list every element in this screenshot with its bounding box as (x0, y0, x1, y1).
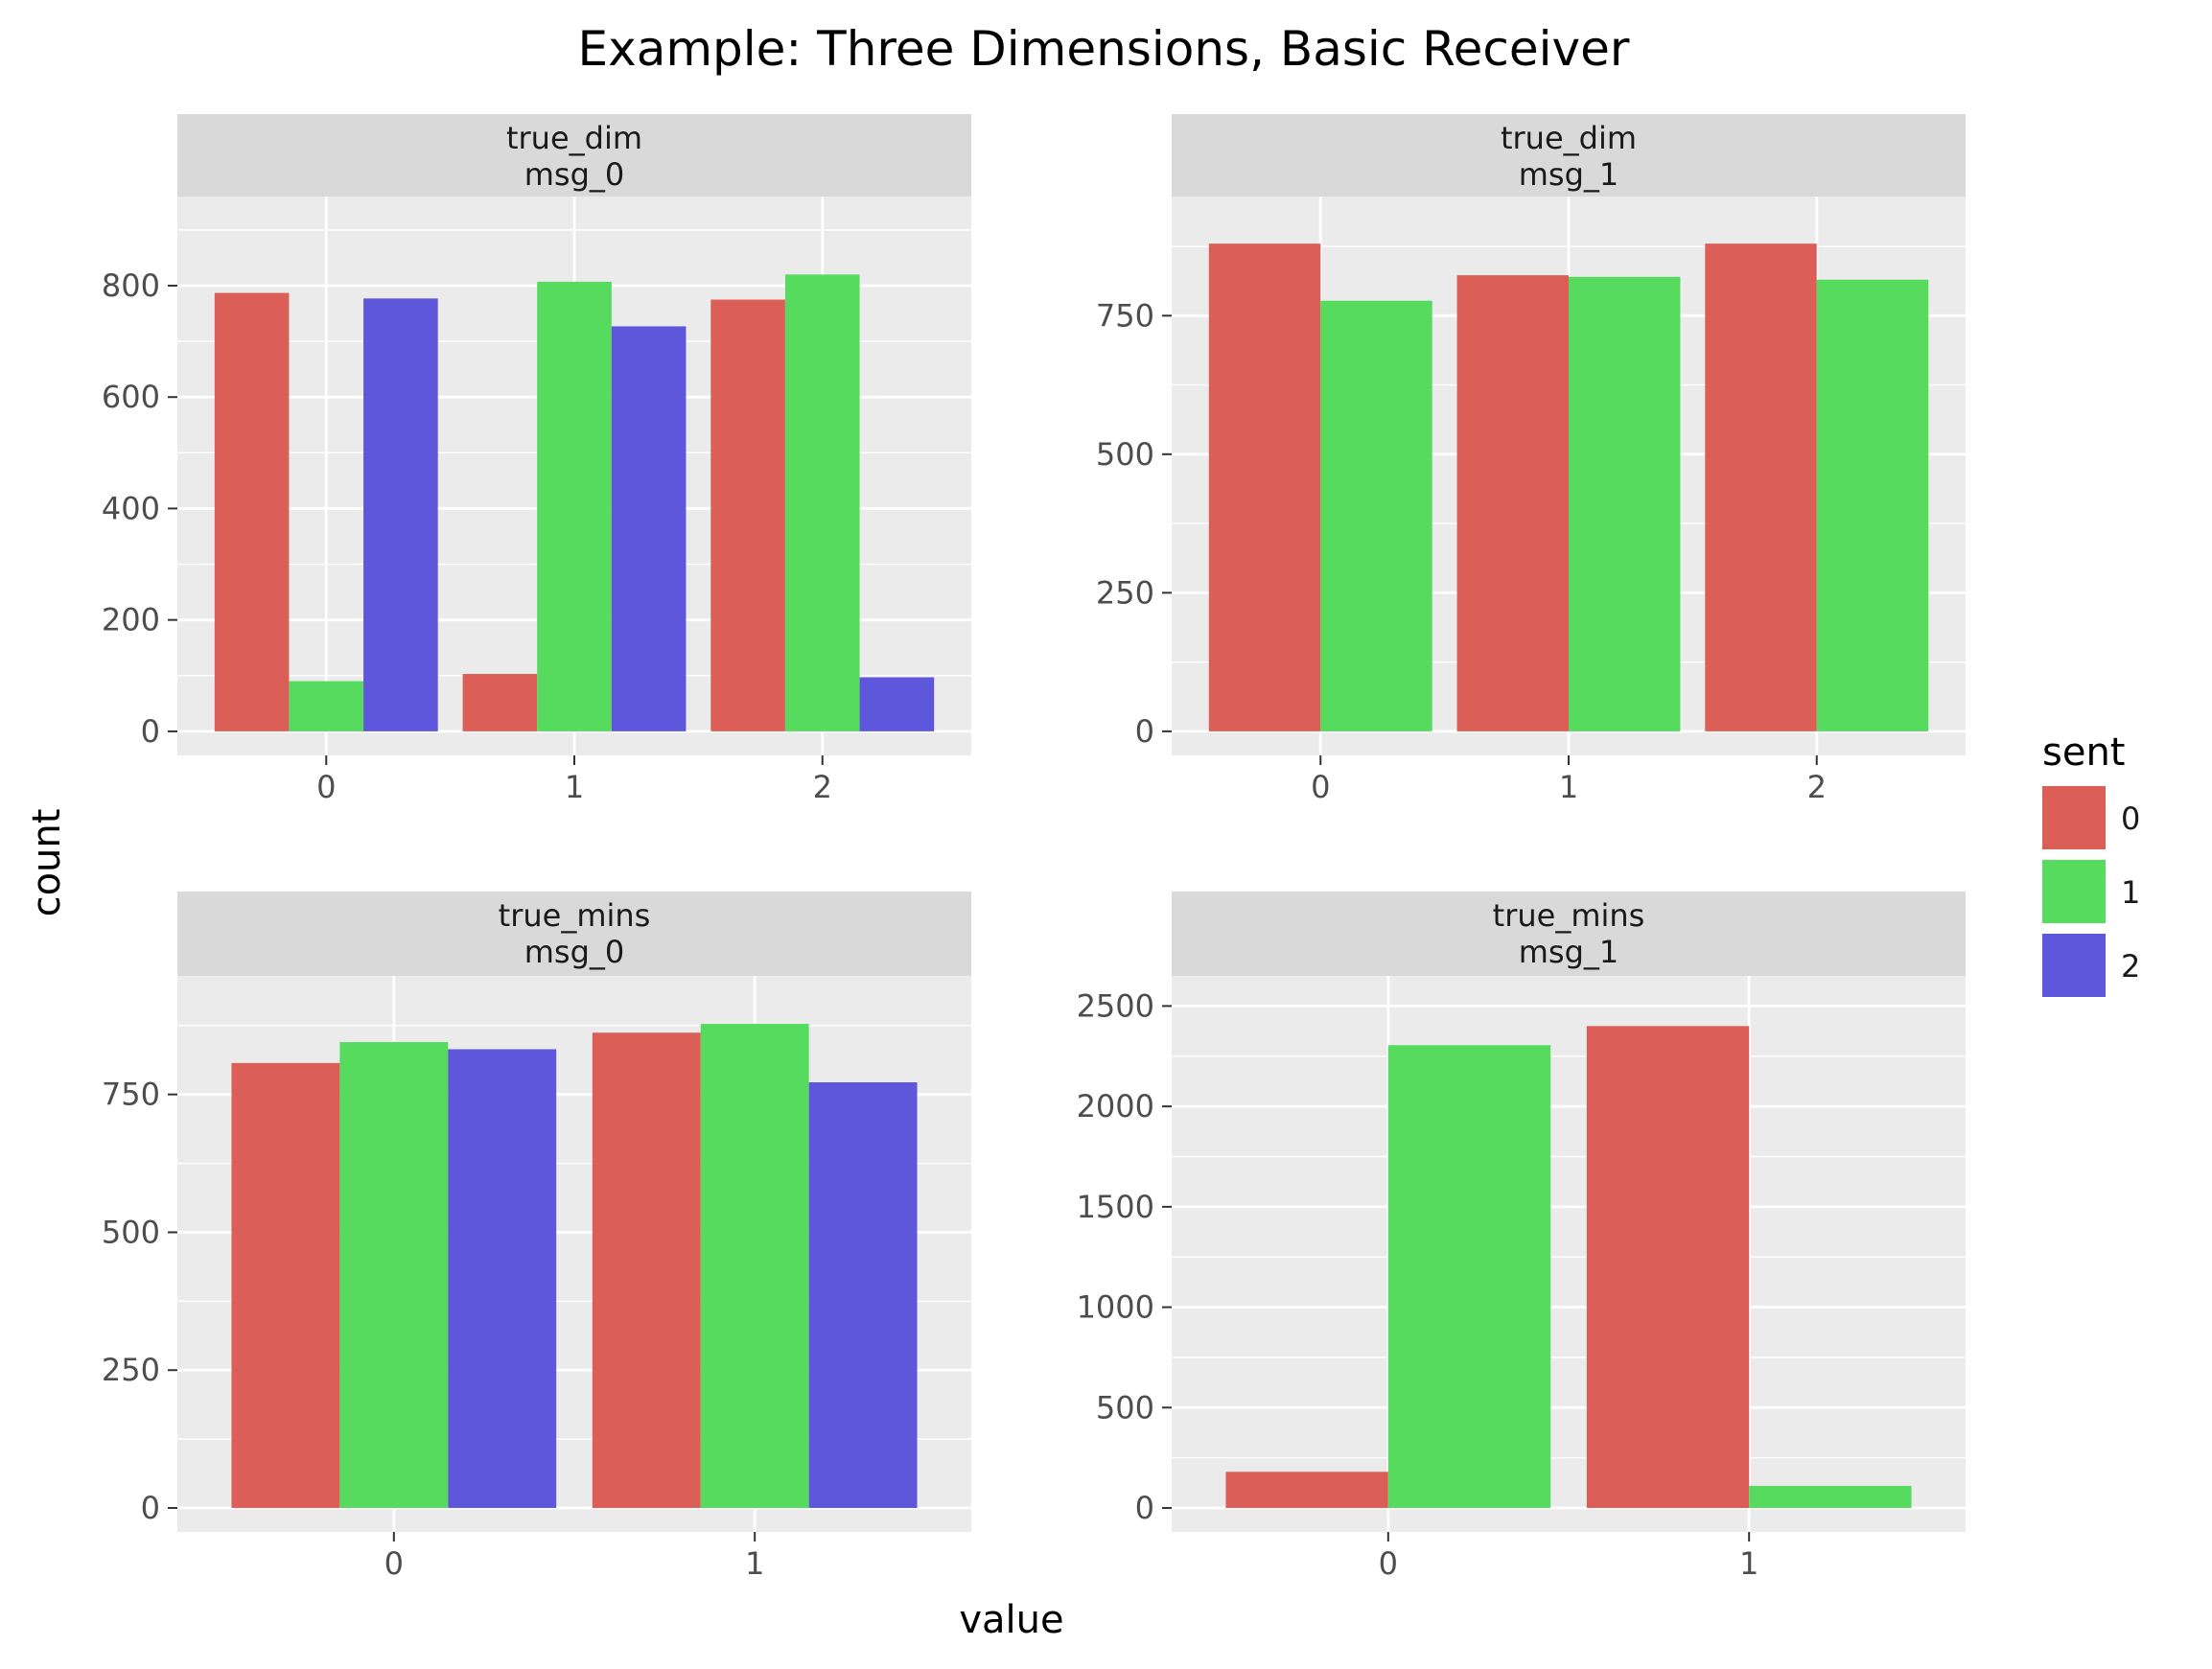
legend-swatch-2 (2042, 934, 2106, 997)
legend: sent 0 1 2 (2042, 730, 2140, 997)
bar-sent-0-value-2 (1705, 243, 1817, 731)
bar-sent-2-value-2 (859, 677, 935, 731)
facet-strip-label-2: msg_0 (524, 934, 625, 970)
legend-swatch-1 (2042, 860, 2106, 923)
y-tick-label: 250 (102, 1352, 160, 1388)
bar-sent-1-value-0 (289, 681, 364, 731)
bar-sent-1-value-0 (1320, 300, 1432, 731)
x-tick-label: 0 (384, 1545, 404, 1582)
facet-strip-label-1: true_dim (1501, 120, 1637, 156)
y-tick-label: 2000 (1077, 1088, 1154, 1124)
bar-sent-1-value-0 (1387, 1045, 1551, 1509)
x-axis-label: value (959, 1598, 1063, 1642)
y-tick-label: 500 (1096, 1389, 1154, 1426)
bar-sent-1-value-2 (1816, 279, 1929, 731)
bar-sent-0-value-1 (462, 674, 538, 731)
x-tick-label: 1 (1739, 1545, 1758, 1582)
facet-strip-label-1: true_mins (1493, 897, 1645, 934)
bar-sent-2-value-1 (808, 1082, 918, 1509)
x-tick-label: 1 (1559, 769, 1578, 805)
bar-sent-2-value-1 (611, 326, 687, 731)
y-tick-label: 0 (141, 1490, 160, 1526)
bar-sent-1-value-1 (1569, 276, 1681, 731)
bar-sent-0-value-1 (1586, 1026, 1750, 1509)
bar-sent-0-value-0 (214, 292, 290, 731)
bar-sent-1-value-0 (339, 1042, 449, 1509)
y-tick-label: 600 (102, 379, 160, 415)
facet-strip-label-1: true_mins (499, 897, 651, 934)
x-tick-label: 2 (813, 769, 832, 805)
y-tick-label: 2500 (1077, 987, 1154, 1024)
bar-sent-1-value-1 (1749, 1485, 1912, 1509)
legend-label-0: 0 (2121, 800, 2140, 837)
panel-background (1172, 976, 1966, 1532)
facet-strip-label-2: msg_1 (1519, 934, 1619, 970)
bar-sent-2-value-0 (363, 298, 438, 731)
facet-strip-label-2: msg_0 (524, 156, 625, 193)
y-tick-label: 0 (1135, 1490, 1154, 1526)
legend-swatch-0 (2042, 786, 2106, 849)
chart-title: Example: Three Dimensions, Basic Receive… (578, 21, 1630, 77)
bar-sent-0-value-2 (710, 299, 785, 731)
bar-sent-1-value-1 (700, 1024, 809, 1509)
y-axis-label: count (25, 809, 69, 917)
bar-sent-0-value-0 (1208, 243, 1321, 731)
y-tick-label: 750 (1096, 297, 1154, 334)
bar-sent-0-value-0 (1225, 1472, 1388, 1509)
y-tick-label: 200 (102, 602, 160, 638)
y-tick-label: 1500 (1077, 1189, 1154, 1225)
bar-sent-0-value-0 (231, 1062, 340, 1509)
bar-sent-2-value-0 (448, 1049, 557, 1509)
x-tick-label: 1 (565, 769, 584, 805)
y-tick-label: 800 (102, 267, 160, 304)
y-tick-label: 500 (1096, 436, 1154, 473)
x-tick-label: 0 (316, 769, 336, 805)
legend-title: sent (2042, 730, 2125, 775)
y-tick-label: 0 (141, 713, 160, 750)
legend-items: 0 1 2 (2042, 786, 2140, 997)
bar-sent-0-value-1 (1456, 275, 1569, 731)
facet-strip (1172, 892, 1966, 976)
y-tick-label: 750 (102, 1077, 160, 1113)
y-tick-label: 250 (1096, 574, 1154, 611)
x-tick-label: 0 (1379, 1545, 1398, 1582)
y-tick-label: 1000 (1077, 1289, 1154, 1326)
facet-strip-label-2: msg_1 (1519, 156, 1619, 193)
y-tick-label: 400 (102, 490, 160, 526)
x-tick-label: 2 (1807, 769, 1827, 805)
bar-sent-1-value-1 (537, 281, 612, 731)
x-tick-label: 0 (1311, 769, 1330, 805)
bar-sent-1-value-2 (784, 274, 860, 731)
legend-label-2: 2 (2121, 948, 2140, 985)
facet-strip (1172, 114, 1966, 197)
facet-strip (177, 892, 971, 976)
legend-label-1: 1 (2121, 874, 2140, 911)
facet-strip-label-1: true_dim (506, 120, 642, 156)
bar-sent-0-value-1 (592, 1032, 701, 1509)
x-tick-label: 1 (745, 1545, 764, 1582)
y-tick-label: 500 (102, 1214, 160, 1250)
facet-strip (177, 114, 971, 197)
y-tick-label: 0 (1135, 713, 1154, 750)
